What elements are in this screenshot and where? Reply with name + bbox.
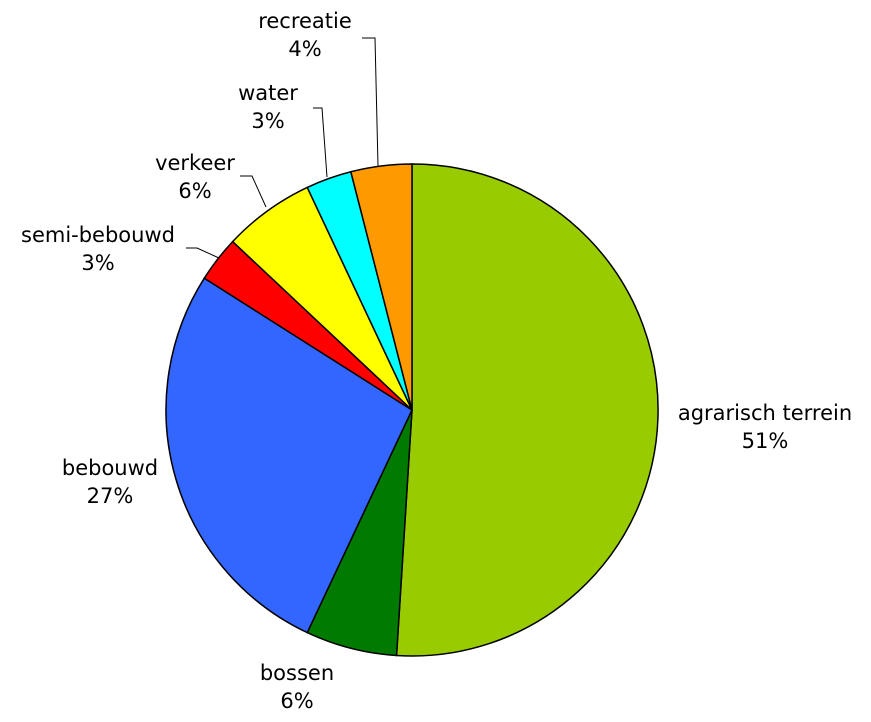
leader-line-water	[313, 107, 328, 178]
slice-label-percent-semi-bebouwd: 3%	[81, 251, 114, 275]
leader-line-recreatie	[362, 37, 379, 167]
slices-layer	[165, 163, 659, 657]
slice-label-percent-agrarisch-terrein: 51%	[742, 429, 789, 453]
labels-layer: agrarisch terrein 51% bossen 6% bebouwd 27% se…	[21, 9, 852, 713]
slice-label-percent-verkeer: 6%	[178, 179, 211, 203]
slice-agrarisch-terrein	[395, 163, 659, 657]
slice-label-name-bebouwd: bebouwd	[62, 456, 158, 480]
slice-label-name-recreatie: recreatie	[258, 9, 352, 33]
slice-label-name-water: water	[238, 81, 298, 105]
slice-label-name-verkeer: verkeer	[155, 151, 235, 175]
slice-label-percent-recreatie: 4%	[288, 37, 321, 61]
slice-label-percent-water: 3%	[251, 109, 284, 133]
slice-label-name-agrarisch-terrein: agrarisch terrein	[678, 401, 852, 425]
leader-line-verkeer	[240, 175, 267, 208]
slice-label-name-semi-bebouwd: semi-bebouwd	[21, 223, 175, 247]
leader-line-semi-bebouwd	[186, 247, 220, 259]
slice-bebouwd	[165, 277, 413, 634]
slice-label-percent-bebouwd: 27%	[87, 484, 134, 508]
leader-lines-layer	[186, 37, 379, 259]
slice-label-percent-bossen: 6%	[280, 689, 313, 713]
slice-label-name-bossen: bossen	[260, 661, 334, 685]
slice-recreatie	[349, 163, 413, 411]
